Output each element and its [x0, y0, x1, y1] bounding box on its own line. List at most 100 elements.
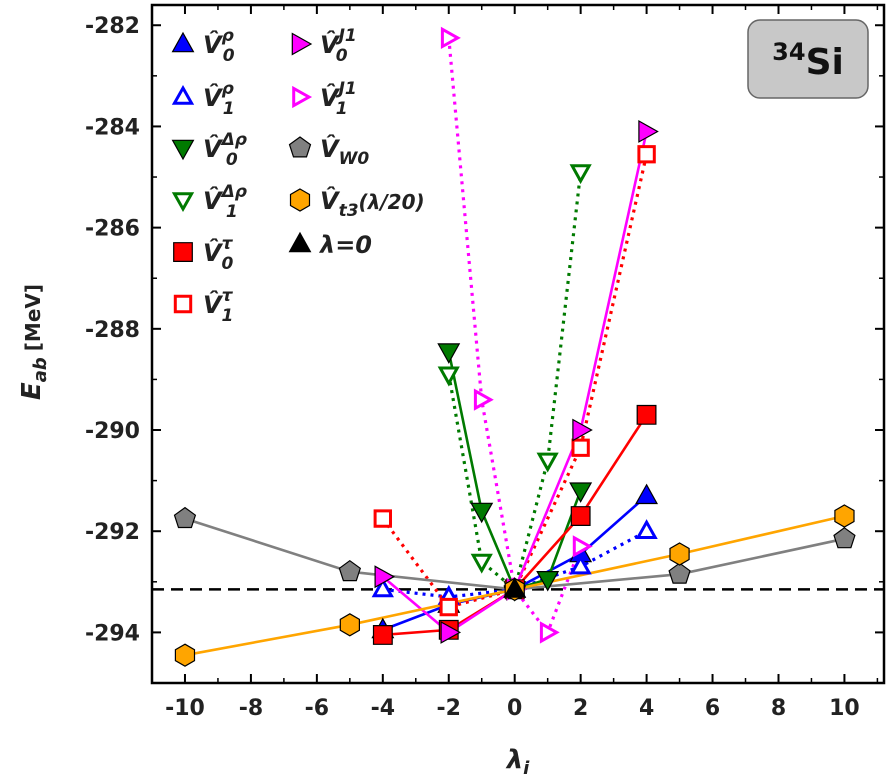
legend-marker: [289, 188, 311, 212]
data-point: [536, 452, 559, 473]
data-point: [173, 506, 197, 529]
data-point: [470, 502, 494, 524]
legend-label: V̂W0: [320, 135, 369, 169]
badge-mass: 34: [772, 38, 805, 66]
series-line: [447, 351, 582, 591]
legend-label: V̂ρ 0: [203, 26, 235, 66]
element-badge: 34Si: [747, 19, 869, 99]
data-point: [570, 506, 591, 527]
legend-marker: [171, 84, 195, 105]
legend-label: V̂τ 1: [203, 286, 234, 326]
x-tick-label: 10: [829, 696, 860, 721]
legend-marker: [288, 136, 312, 158]
x-tick-label: -8: [239, 696, 263, 721]
x-axis-label-main: λ: [505, 745, 523, 775]
series-markers-0: [371, 483, 659, 639]
x-tick-label: -4: [371, 696, 395, 721]
y-axis-label-main: E: [17, 382, 47, 400]
data-point: [440, 620, 462, 644]
x-tick-label: -10: [165, 696, 205, 721]
legend-item-6: V̂J1 0: [291, 26, 357, 66]
data-point: [373, 509, 392, 528]
data-point: [338, 559, 362, 582]
legend-item-3: V̂Δρ 1: [171, 182, 247, 222]
legend: V̂ρ 0 V̂ρ 1 V̂Δρ 0 V̂Δρ 1 V̂τ 0 V̂τ 1 V̂J1 0 V̂J1 1 V̂W0…: [171, 26, 425, 326]
legend-item-7: V̂J1 1: [292, 79, 357, 119]
y-tick-label: -284: [85, 115, 140, 140]
x-tick-label: 2: [573, 696, 588, 721]
series-line: [447, 171, 583, 593]
data-point: [437, 366, 460, 387]
x-tick-label: -6: [305, 696, 329, 721]
data-point: [638, 119, 659, 143]
data-point: [569, 482, 593, 503]
legend-marker: [288, 231, 312, 253]
x-tick-label: 8: [771, 696, 786, 721]
series-4: [382, 414, 648, 637]
series-markers-5: [373, 145, 656, 617]
legend-item-2: V̂Δρ 0: [171, 130, 247, 170]
series-3: [447, 171, 583, 593]
legend-marker: [292, 85, 313, 109]
legend-label: V̂J1 0: [320, 26, 357, 66]
series-7: [447, 37, 583, 636]
legend-marker: [171, 31, 195, 53]
legend-label: λ=0: [318, 231, 372, 259]
legend-label: V̂Δρ 0: [203, 130, 247, 170]
badge-element: Si: [806, 42, 844, 83]
series-markers-3: [437, 164, 592, 602]
element-badge-text: 34Si: [772, 38, 844, 83]
data-point: [636, 404, 657, 425]
data-point: [374, 565, 396, 589]
series-2: [447, 351, 582, 591]
y-tick-label: -286: [85, 217, 140, 242]
legend-item-8: V̂W0: [288, 135, 369, 169]
data-point: [635, 483, 659, 505]
data-point: [635, 519, 658, 539]
y-axis-label-sub: ab: [30, 357, 51, 382]
legend-marker: [173, 294, 193, 314]
element-badge-box: [747, 19, 869, 99]
y-tick-label: -294: [85, 621, 140, 646]
legend-label: V̂ρ 1: [203, 79, 235, 119]
y-tick-label: -282: [85, 14, 140, 39]
x-tick-label: 6: [705, 696, 720, 721]
legend-item-9: V̂t3(λ/20): [289, 187, 425, 221]
legend-marker: [173, 242, 193, 262]
series-markers-7: [440, 26, 593, 644]
data-point: [536, 570, 560, 592]
series-line: [447, 37, 583, 636]
data-point: [569, 164, 592, 185]
y-axis-label-unit: [MeV]: [21, 284, 45, 351]
series-layer: [173, 26, 856, 667]
x-axis-label: λi: [505, 745, 530, 779]
legend-item-0: V̂ρ 0: [171, 26, 235, 66]
y-tick-label: -290: [85, 419, 140, 444]
data-point: [437, 343, 461, 364]
legend-label: V̂t3(λ/20): [320, 187, 425, 221]
data-point: [372, 624, 393, 645]
x-tick-label: 4: [639, 696, 654, 721]
x-tick-label: -2: [437, 696, 461, 721]
data-point: [539, 621, 560, 644]
legend-item-5: V̂τ 1: [173, 286, 234, 326]
x-tick-label: 0: [507, 696, 522, 721]
legend-marker: [171, 192, 195, 213]
series-5: [381, 153, 649, 609]
data-point: [569, 554, 592, 575]
data-point: [503, 577, 527, 598]
x-axis-label-sub: i: [523, 758, 530, 779]
data-point: [440, 26, 461, 50]
series-line: [382, 414, 648, 637]
data-point: [473, 388, 494, 411]
data-point: [834, 504, 855, 528]
legend-marker: [291, 32, 313, 56]
legend-item-10: λ=0: [288, 231, 372, 259]
data-point: [669, 542, 690, 566]
data-point: [439, 597, 458, 617]
data-point: [339, 613, 360, 637]
data-point: [637, 145, 656, 164]
data-point: [572, 535, 593, 558]
y-tick-label: -292: [85, 520, 140, 545]
